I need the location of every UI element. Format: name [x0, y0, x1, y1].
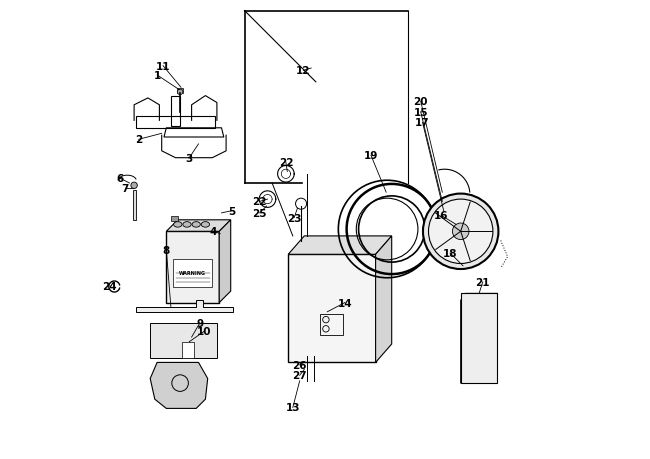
- Bar: [183, 342, 194, 358]
- Text: 14: 14: [337, 298, 352, 308]
- Text: WARNING: WARNING: [179, 271, 206, 275]
- Bar: [288, 255, 376, 363]
- Text: 6: 6: [117, 174, 124, 184]
- Text: 7: 7: [121, 183, 129, 193]
- Bar: [461, 294, 497, 383]
- Bar: [173, 259, 213, 287]
- Circle shape: [131, 183, 137, 189]
- Ellipse shape: [183, 222, 191, 228]
- Bar: [133, 190, 136, 220]
- Text: 15: 15: [413, 107, 428, 118]
- Bar: [150, 324, 217, 358]
- Circle shape: [452, 224, 469, 240]
- Text: 24: 24: [103, 282, 117, 292]
- Text: 2: 2: [135, 135, 142, 145]
- Text: 13: 13: [285, 403, 300, 413]
- Ellipse shape: [192, 222, 200, 228]
- Text: 9: 9: [196, 318, 203, 328]
- Circle shape: [177, 90, 183, 95]
- Polygon shape: [376, 236, 392, 363]
- Text: 25: 25: [252, 208, 267, 218]
- Text: 8: 8: [162, 245, 170, 255]
- Polygon shape: [288, 236, 392, 255]
- Polygon shape: [219, 220, 231, 303]
- Text: 22: 22: [279, 158, 293, 168]
- Polygon shape: [150, 363, 208, 409]
- Polygon shape: [461, 294, 497, 383]
- Text: 5: 5: [228, 206, 236, 216]
- Text: 21: 21: [476, 277, 490, 287]
- Ellipse shape: [174, 222, 182, 228]
- Text: 20: 20: [413, 97, 428, 107]
- Polygon shape: [136, 301, 233, 312]
- Text: 22: 22: [252, 197, 267, 207]
- Bar: [171, 216, 178, 222]
- Circle shape: [428, 200, 493, 264]
- Ellipse shape: [202, 222, 209, 228]
- Text: 23: 23: [287, 213, 302, 223]
- Text: 10: 10: [197, 326, 212, 336]
- Text: 16: 16: [434, 211, 448, 221]
- Text: 11: 11: [156, 62, 170, 72]
- Text: 27: 27: [292, 370, 307, 381]
- Text: 3: 3: [186, 153, 193, 163]
- Text: 18: 18: [443, 248, 458, 258]
- Text: 12: 12: [296, 66, 311, 76]
- Text: 26: 26: [292, 360, 307, 370]
- Bar: [320, 314, 343, 335]
- Text: 17: 17: [415, 118, 430, 128]
- Bar: [177, 89, 183, 94]
- Text: 19: 19: [364, 151, 378, 161]
- Text: 1: 1: [153, 71, 161, 81]
- Polygon shape: [166, 220, 231, 232]
- Circle shape: [423, 194, 499, 269]
- Bar: [166, 232, 219, 303]
- Text: 4: 4: [210, 227, 217, 237]
